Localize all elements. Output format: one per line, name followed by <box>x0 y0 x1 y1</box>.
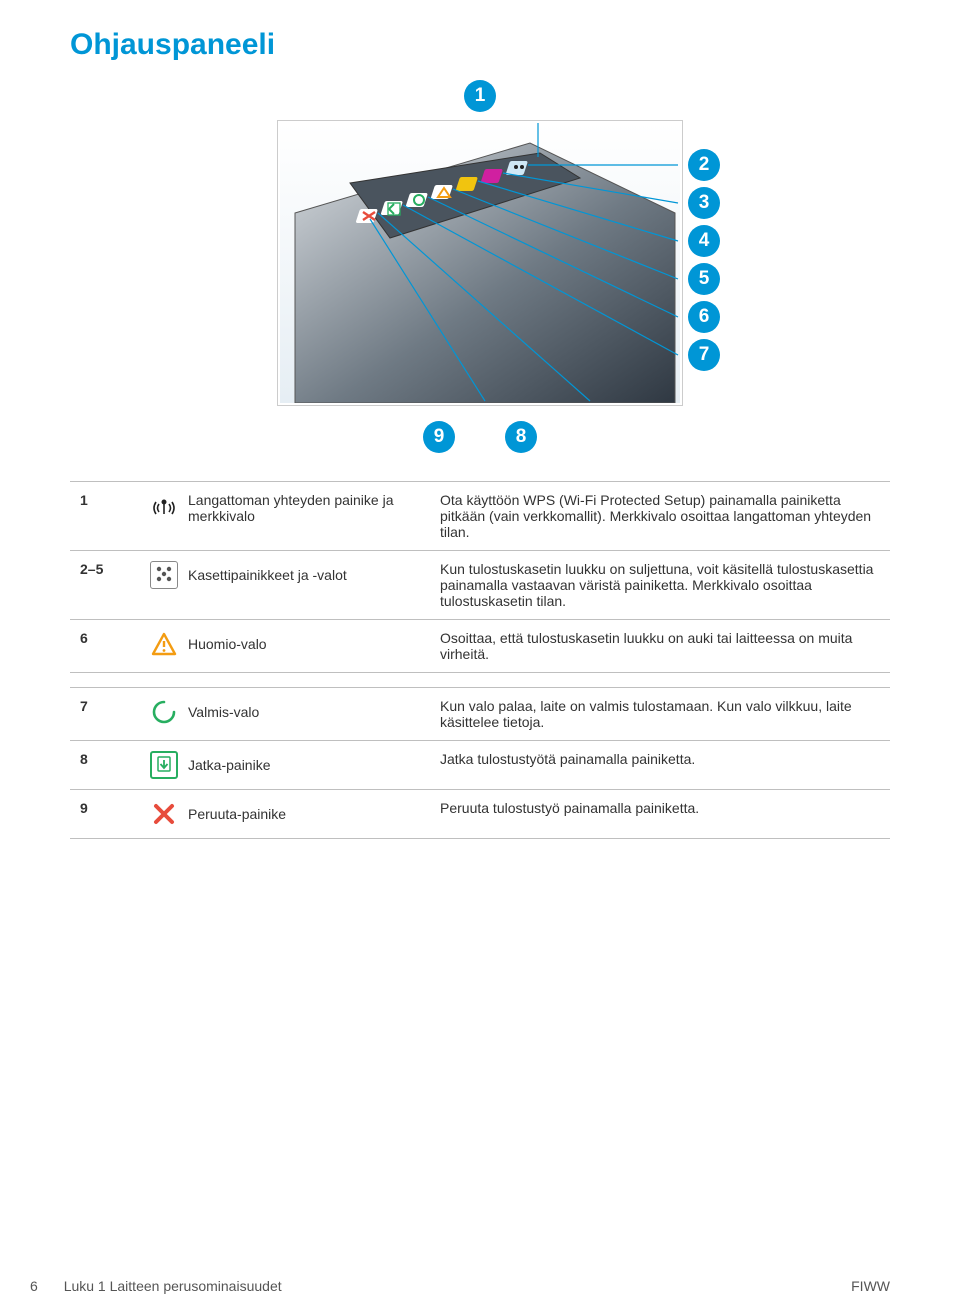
row-label: Valmis-valo <box>188 704 259 720</box>
row-description: Kun tulostuskasetin luukku on suljettuna… <box>430 551 890 620</box>
resume-icon <box>150 751 178 779</box>
row-description: Peruuta tulostustyö painamalla painikett… <box>430 790 890 839</box>
row-label: Peruuta-painike <box>188 806 286 822</box>
row-label: Langattoman yhteyden painike ja merkkiva… <box>188 492 420 524</box>
attention-icon <box>150 630 178 658</box>
table-row: 9 Peruuta-painike Peruuta tulostustyö pa… <box>70 790 890 839</box>
table-row: 7 Valmis-valo Kun valo palaa, laite on v… <box>70 688 890 741</box>
row-label: Kasettipainikkeet ja -valot <box>188 567 347 583</box>
footer-right: FIWW <box>851 1278 890 1294</box>
callout-1: 1 <box>464 80 496 112</box>
callout-8: 8 <box>505 421 537 453</box>
cartridge-icon <box>150 561 178 589</box>
wireless-icon <box>150 494 178 522</box>
control-table-2: 7 Valmis-valo Kun valo palaa, laite on v… <box>70 687 890 839</box>
row-number: 9 <box>70 790 140 839</box>
table-row: 8 Jatka-painike Jatka tulostustyötä pain… <box>70 741 890 790</box>
footer-chapter: Luku 1 Laitteen perusominaisuudet <box>64 1278 282 1294</box>
ready-icon <box>150 698 178 726</box>
row-number: 6 <box>70 620 140 673</box>
callout-3: 3 <box>688 187 720 219</box>
callout-7: 7 <box>688 339 720 371</box>
control-panel-diagram: 1 <box>210 80 750 453</box>
row-description: Kun valo palaa, laite on valmis tulostam… <box>430 688 890 741</box>
callout-4: 4 <box>688 225 720 257</box>
row-description: Jatka tulostustyötä painamalla painikett… <box>430 741 890 790</box>
table-row: 1 Langattoman yhteyden painike ja merkki… <box>70 482 890 551</box>
row-number: 1 <box>70 482 140 551</box>
page-title: Ohjauspaneeli <box>70 28 890 62</box>
control-table-1: 1 Langattoman yhteyden painike ja merkki… <box>70 481 890 673</box>
table-row: 2–5 Kasettipainikkeet ja -valot Kun tulo… <box>70 551 890 620</box>
callout-2: 2 <box>688 149 720 181</box>
row-number: 8 <box>70 741 140 790</box>
printer-panel-illustration <box>280 123 680 403</box>
callout-6: 6 <box>688 301 720 333</box>
row-label: Huomio-valo <box>188 636 267 652</box>
footer-page-number: 6 <box>30 1278 38 1294</box>
table-row: 6 Huomio-valo Osoittaa, että tulostuskas… <box>70 620 890 673</box>
page-footer: 6 Luku 1 Laitteen perusominaisuudet FIWW <box>0 1278 960 1294</box>
diagram-frame: 2 3 4 5 6 7 <box>277 120 683 406</box>
row-number: 2–5 <box>70 551 140 620</box>
row-description: Osoittaa, että tulostuskasetin luukku on… <box>430 620 890 673</box>
cancel-icon <box>150 800 178 828</box>
callout-9: 9 <box>423 421 455 453</box>
row-description: Ota käyttöön WPS (Wi-Fi Protected Setup)… <box>430 482 890 551</box>
row-label: Jatka-painike <box>188 757 271 773</box>
row-number: 7 <box>70 688 140 741</box>
callout-5: 5 <box>688 263 720 295</box>
